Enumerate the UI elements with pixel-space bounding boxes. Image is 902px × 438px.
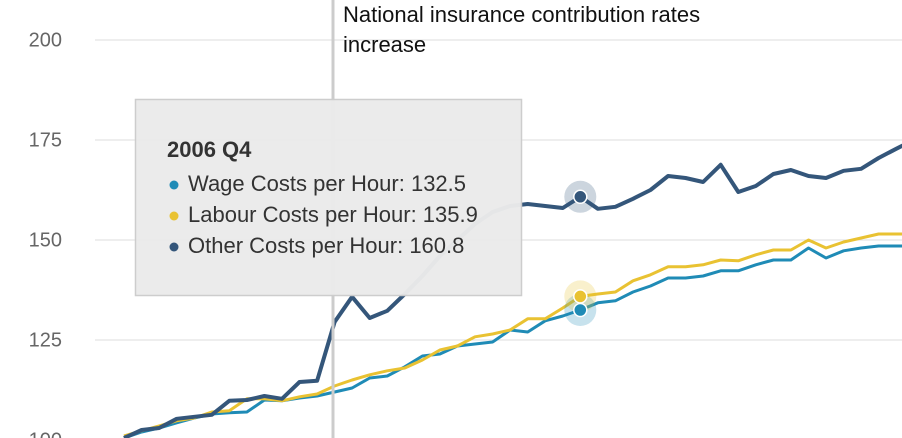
tooltip-series-name: Labour Costs per Hour	[188, 202, 411, 227]
tooltip-row: Labour Costs per Hour: 135.9	[188, 202, 478, 227]
tooltip-dot	[169, 211, 179, 221]
hover-point	[573, 289, 588, 304]
tooltip-separator: :	[411, 202, 423, 227]
tooltip-value: 160.8	[409, 233, 464, 258]
series-line	[123, 244, 902, 438]
tooltip-box	[134, 98, 523, 297]
tooltip-title: 2006 Q4	[167, 137, 252, 162]
tooltip-separator: :	[399, 171, 411, 196]
y-tick-label: 100	[29, 429, 62, 438]
y-tick-label: 125	[29, 329, 62, 351]
y-tick-label: 175	[29, 129, 62, 151]
hover-point	[573, 302, 588, 318]
tooltip-dot	[169, 242, 179, 252]
tooltip-value: 135.9	[423, 202, 478, 227]
tooltip-separator: :	[397, 233, 409, 258]
tooltip-row: Wage Costs per Hour: 132.5	[188, 171, 466, 196]
hover-point	[573, 189, 588, 205]
annotation-text: National insurance contribution rates in…	[343, 2, 701, 57]
tooltip-series-name: Wage Costs per Hour	[188, 171, 399, 196]
y-tick-label: 200	[29, 29, 62, 51]
tooltip-row: Other Costs per Hour: 160.8	[188, 233, 464, 258]
tooltip-dot	[169, 180, 179, 190]
y-tick-label: 150	[29, 229, 62, 251]
tooltip-series-name: Other Costs per Hour	[188, 233, 397, 258]
tooltip-value: 132.5	[411, 171, 466, 196]
